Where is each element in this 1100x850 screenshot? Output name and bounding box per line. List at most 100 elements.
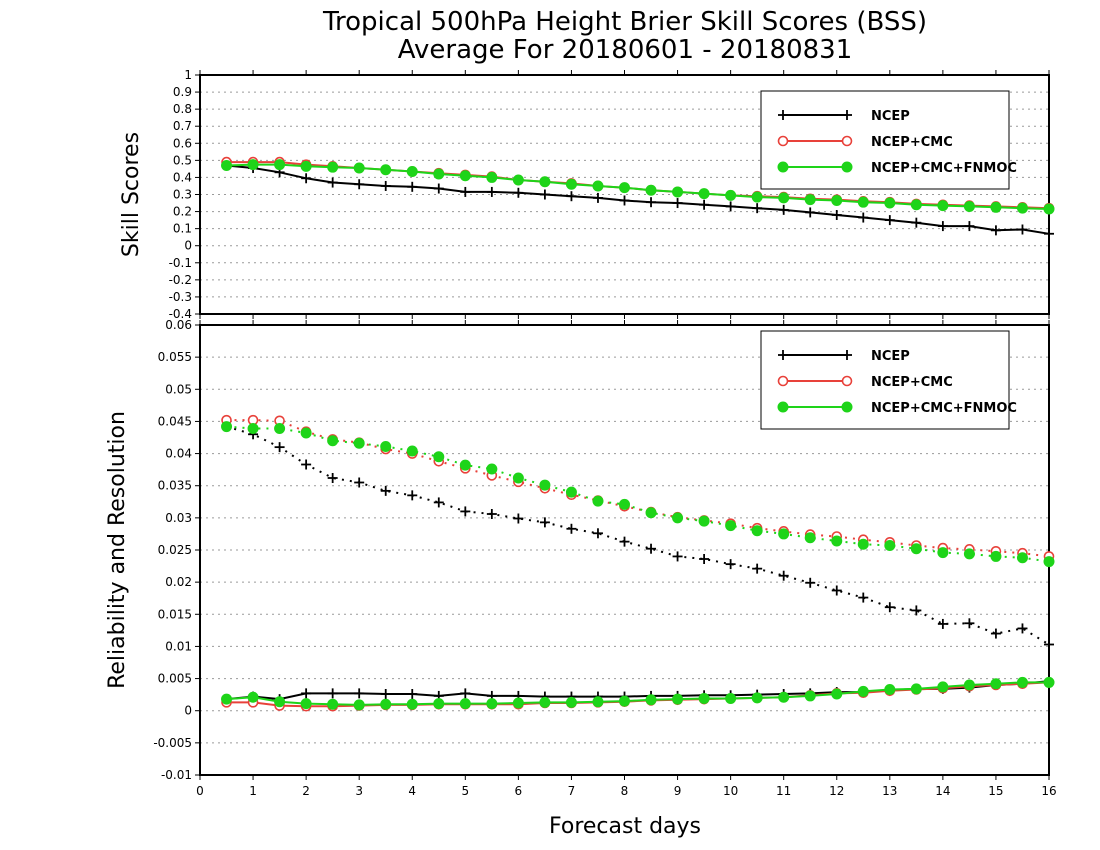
x-tick-label: 12 — [829, 784, 844, 798]
data-point — [353, 699, 365, 711]
data-point — [221, 159, 233, 171]
y-tick-label: -0.1 — [169, 256, 192, 270]
data-point — [512, 697, 524, 709]
data-point — [221, 693, 233, 705]
data-point — [247, 423, 259, 434]
data-point — [619, 182, 630, 194]
data-point — [831, 688, 843, 700]
y-tick-label: 0.005 — [158, 672, 192, 686]
data-point — [672, 186, 684, 198]
data-point — [698, 693, 710, 704]
plot-frame — [199, 324, 1050, 776]
y-tick-label: 0.9 — [173, 85, 192, 99]
data-point — [857, 538, 869, 550]
data-point — [857, 685, 869, 697]
data-point — [247, 691, 259, 703]
x-tick-label: 0 — [196, 784, 204, 798]
x-tick-label: 5 — [461, 784, 469, 798]
data-point — [1016, 202, 1028, 214]
data-point — [592, 696, 604, 708]
data-point — [778, 691, 790, 703]
data-point — [725, 693, 737, 704]
data-point — [725, 189, 737, 201]
data-point — [300, 698, 312, 710]
data-point — [910, 199, 922, 211]
data-point — [1043, 556, 1055, 568]
x-tick-label: 1 — [249, 784, 257, 798]
data-point — [963, 679, 975, 691]
y-tick-label: 0.015 — [158, 607, 192, 621]
y-tick-label: 0.8 — [173, 102, 192, 116]
series-line-ncep — [226, 425, 1050, 646]
chart-title-line2: Average For 20180601 - 20180831 — [398, 35, 853, 65]
y-tick-label: 0.7 — [173, 119, 192, 133]
data-point — [777, 135, 789, 147]
data-point — [963, 200, 975, 212]
data-point — [459, 459, 471, 471]
x-tick-label: 2 — [302, 784, 310, 798]
y-tick-label: 0.6 — [173, 136, 192, 150]
data-point — [1016, 676, 1028, 688]
data-point — [327, 698, 339, 710]
data-point — [857, 196, 869, 208]
data-point — [645, 694, 657, 706]
data-point — [459, 698, 471, 710]
data-point — [937, 200, 949, 212]
legend-label: NCEP+CMC+FNMOC — [871, 161, 1017, 176]
data-point — [274, 696, 286, 708]
data-point — [884, 684, 896, 695]
data-point — [406, 445, 418, 457]
y-tick-label: 0 — [184, 239, 192, 253]
data-point — [831, 194, 843, 206]
data-point — [751, 525, 763, 537]
data-point — [221, 421, 233, 433]
chart-title-line1: Tropical 500hPa Height Brier Skill Score… — [322, 7, 927, 37]
data-point — [274, 159, 286, 171]
data-point — [698, 515, 710, 527]
y-tick-label: 0.06 — [165, 318, 192, 332]
data-point — [698, 188, 710, 200]
data-point — [353, 162, 365, 174]
data-point — [672, 693, 684, 705]
data-point — [725, 520, 737, 532]
series-line-ncep-cmc — [226, 419, 1050, 558]
x-tick-label: 13 — [882, 784, 897, 798]
series-line-ncep — [226, 680, 1050, 701]
x-tick-label: 4 — [408, 784, 416, 798]
data-point — [778, 192, 790, 204]
data-point — [565, 178, 577, 190]
y-tick-label: 0.02 — [165, 575, 192, 589]
data-point — [380, 164, 392, 176]
data-point — [777, 375, 789, 387]
data-point — [777, 401, 789, 413]
data-point — [512, 174, 524, 186]
data-point — [539, 176, 551, 188]
data-point — [804, 194, 816, 206]
x-tick-label: 10 — [723, 784, 738, 798]
data-point — [990, 201, 1002, 213]
y-tick-label: 0 — [184, 704, 192, 718]
data-point — [937, 547, 949, 559]
data-point — [841, 161, 853, 173]
data-point — [486, 698, 498, 710]
y-tick-label: 0.045 — [158, 414, 192, 428]
y-tick-label: 0.5 — [173, 153, 192, 167]
data-point — [841, 135, 853, 147]
data-point — [619, 695, 630, 707]
legend-label: NCEP+CMC+FNMOC — [871, 401, 1017, 416]
data-point — [884, 197, 896, 209]
data-point — [592, 180, 604, 192]
data-point — [804, 690, 816, 702]
y-tick-label: 0.05 — [165, 382, 192, 396]
data-point — [645, 507, 657, 519]
x-tick-label: 9 — [674, 784, 682, 798]
plot-frame — [199, 74, 1050, 315]
data-point — [804, 532, 816, 544]
y-tick-label: 0.055 — [158, 350, 192, 364]
y-tick-label: -0.005 — [153, 736, 192, 750]
data-point — [353, 437, 365, 449]
x-tick-label: 6 — [515, 784, 523, 798]
data-point — [327, 161, 339, 173]
